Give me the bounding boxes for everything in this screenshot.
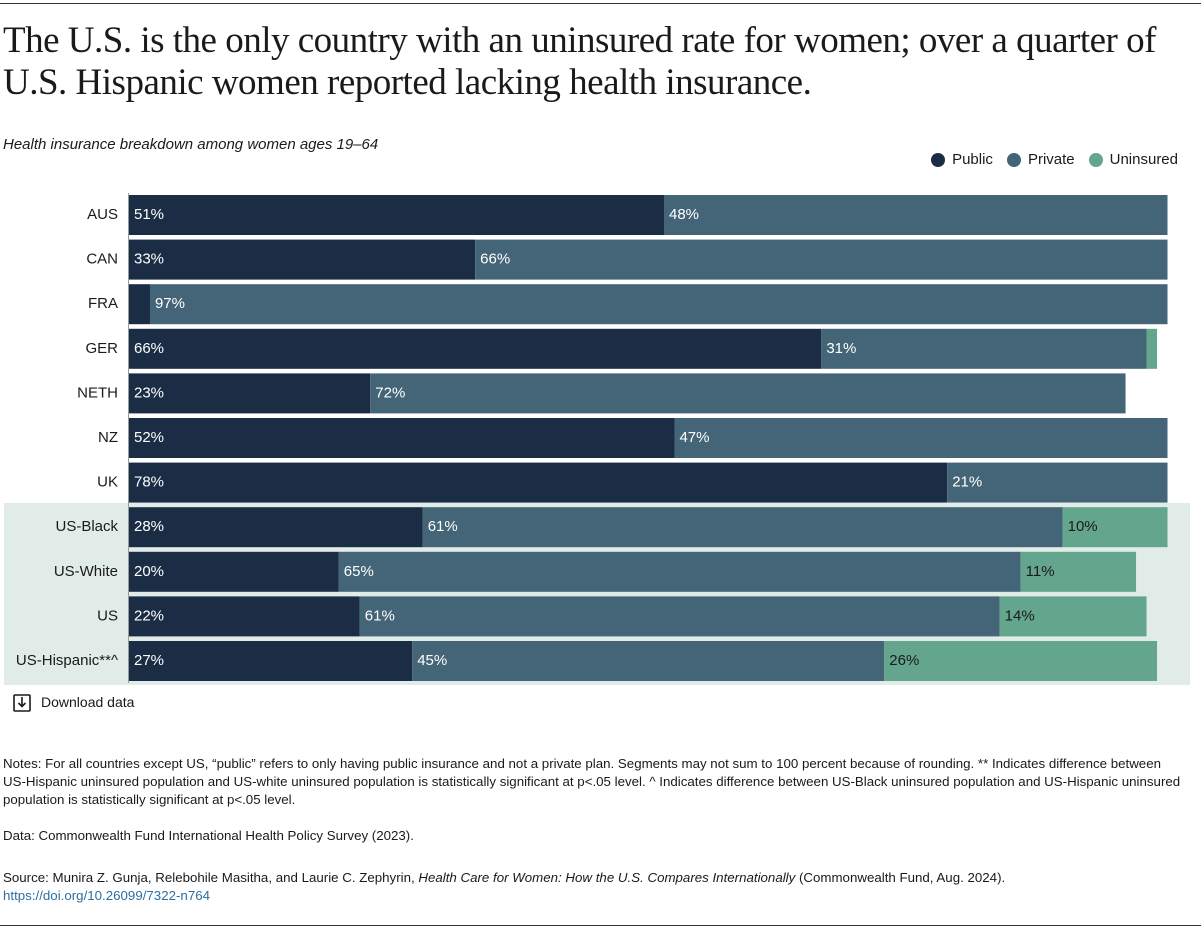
bar-segment bbox=[663, 195, 1168, 235]
bar-segment bbox=[821, 328, 1147, 369]
y-tick-label: CAN bbox=[86, 251, 118, 268]
data-note: Data: Commonwealth Fund International He… bbox=[3, 828, 414, 843]
value-label: 21% bbox=[952, 474, 982, 491]
legend-item: Public bbox=[931, 151, 993, 168]
bar-segment bbox=[422, 507, 1063, 548]
value-label: 26% bbox=[889, 652, 919, 669]
download-icon[interactable] bbox=[13, 694, 31, 712]
source-text: Source: Munira Z. Gunja, Relebohile Masi… bbox=[3, 870, 419, 885]
value-label: 31% bbox=[826, 340, 856, 357]
value-label: 78% bbox=[134, 474, 164, 491]
bar-segment bbox=[129, 507, 423, 548]
value-label: 11% bbox=[1026, 563, 1055, 580]
legend-swatch bbox=[1006, 152, 1021, 167]
bar-segment bbox=[1146, 328, 1158, 369]
source: Source: Munira Z. Gunja, Relebohile Masi… bbox=[3, 869, 1005, 905]
y-tick-label: UK bbox=[97, 474, 118, 491]
legend-item: Private bbox=[1006, 151, 1075, 168]
value-label: 61% bbox=[428, 518, 458, 535]
chart-title: The U.S. is the only country with an uni… bbox=[3, 20, 1156, 103]
y-tick-label: US bbox=[97, 607, 118, 624]
value-label: 10% bbox=[1068, 518, 1098, 535]
bar-segment bbox=[884, 641, 1158, 681]
bar-segment bbox=[129, 462, 948, 503]
doi-link[interactable]: https://doi.org/10.26099/7322-n764 bbox=[3, 888, 211, 903]
y-tick-label: US-Black bbox=[55, 518, 118, 535]
y-tick-label: AUS bbox=[87, 206, 118, 223]
value-label: 72% bbox=[375, 384, 405, 401]
y-tick-label: NETH bbox=[77, 384, 118, 401]
notes: Notes: For all countries except US, “pub… bbox=[3, 756, 1181, 807]
source-title: Health Care for Women: How the U.S. Comp… bbox=[418, 870, 796, 885]
legend: Public Private Uninsured bbox=[931, 151, 1178, 168]
bar-segment bbox=[1020, 551, 1137, 592]
value-label: 47% bbox=[679, 429, 709, 446]
value-label: 52% bbox=[134, 429, 164, 446]
bar-segment bbox=[1062, 507, 1168, 548]
bar-segment bbox=[129, 596, 360, 637]
legend-item: Uninsured bbox=[1088, 151, 1178, 168]
value-label: 51% bbox=[134, 206, 164, 223]
y-tick-label: FRA bbox=[88, 295, 118, 312]
value-label: 23% bbox=[134, 384, 164, 401]
bar-segment bbox=[338, 551, 1021, 592]
value-label: 66% bbox=[480, 251, 510, 268]
bar-segment bbox=[129, 641, 413, 681]
value-label: 20% bbox=[134, 563, 164, 580]
bar-segment bbox=[129, 284, 150, 325]
bar-segment bbox=[129, 373, 371, 414]
bar-segment bbox=[129, 418, 675, 458]
bars: AUS 51% 48% CAN 33% 66% FRA 97% GER 66% 31% NETH 23%… bbox=[16, 195, 1168, 681]
download-link[interactable]: Download data bbox=[41, 694, 135, 710]
bar-segment bbox=[947, 462, 1168, 503]
legend-swatch bbox=[931, 152, 946, 167]
bar-segment bbox=[129, 195, 664, 235]
bar-segment bbox=[129, 239, 476, 280]
value-label: 65% bbox=[344, 563, 374, 580]
value-label: 33% bbox=[134, 251, 164, 268]
bar-segment bbox=[129, 328, 822, 369]
bar-segment bbox=[999, 596, 1147, 637]
legend-label: Private bbox=[1027, 151, 1075, 168]
source-text: (Commonwealth Fund, Aug. 2024). bbox=[795, 870, 1006, 885]
bar-segment bbox=[674, 418, 1168, 458]
value-label: 61% bbox=[365, 607, 395, 624]
bar-segment bbox=[370, 373, 1126, 414]
bar-segment bbox=[412, 641, 885, 681]
legend-label: Public bbox=[952, 151, 993, 168]
legend-label: Uninsured bbox=[1109, 151, 1178, 168]
value-label: 48% bbox=[669, 206, 699, 223]
value-label: 27% bbox=[134, 652, 164, 669]
bar-segment bbox=[359, 596, 1000, 637]
value-label: 45% bbox=[417, 652, 447, 669]
bar-segment bbox=[129, 551, 339, 592]
y-tick-label: US-Hispanic**^ bbox=[16, 652, 118, 669]
subtitle: Health insurance breakdown among women a… bbox=[3, 136, 379, 153]
y-tick-label: US-White bbox=[54, 563, 118, 580]
y-tick-label: NZ bbox=[98, 429, 118, 446]
value-label: 22% bbox=[134, 607, 164, 624]
y-tick-label: GER bbox=[85, 340, 118, 357]
value-label: 28% bbox=[134, 518, 164, 535]
bar-segment bbox=[475, 239, 1168, 280]
value-label: 97% bbox=[155, 295, 185, 312]
bar-segment bbox=[149, 284, 1168, 325]
value-label: 66% bbox=[134, 340, 164, 357]
value-label: 14% bbox=[1005, 607, 1035, 624]
legend-swatch bbox=[1088, 152, 1103, 167]
